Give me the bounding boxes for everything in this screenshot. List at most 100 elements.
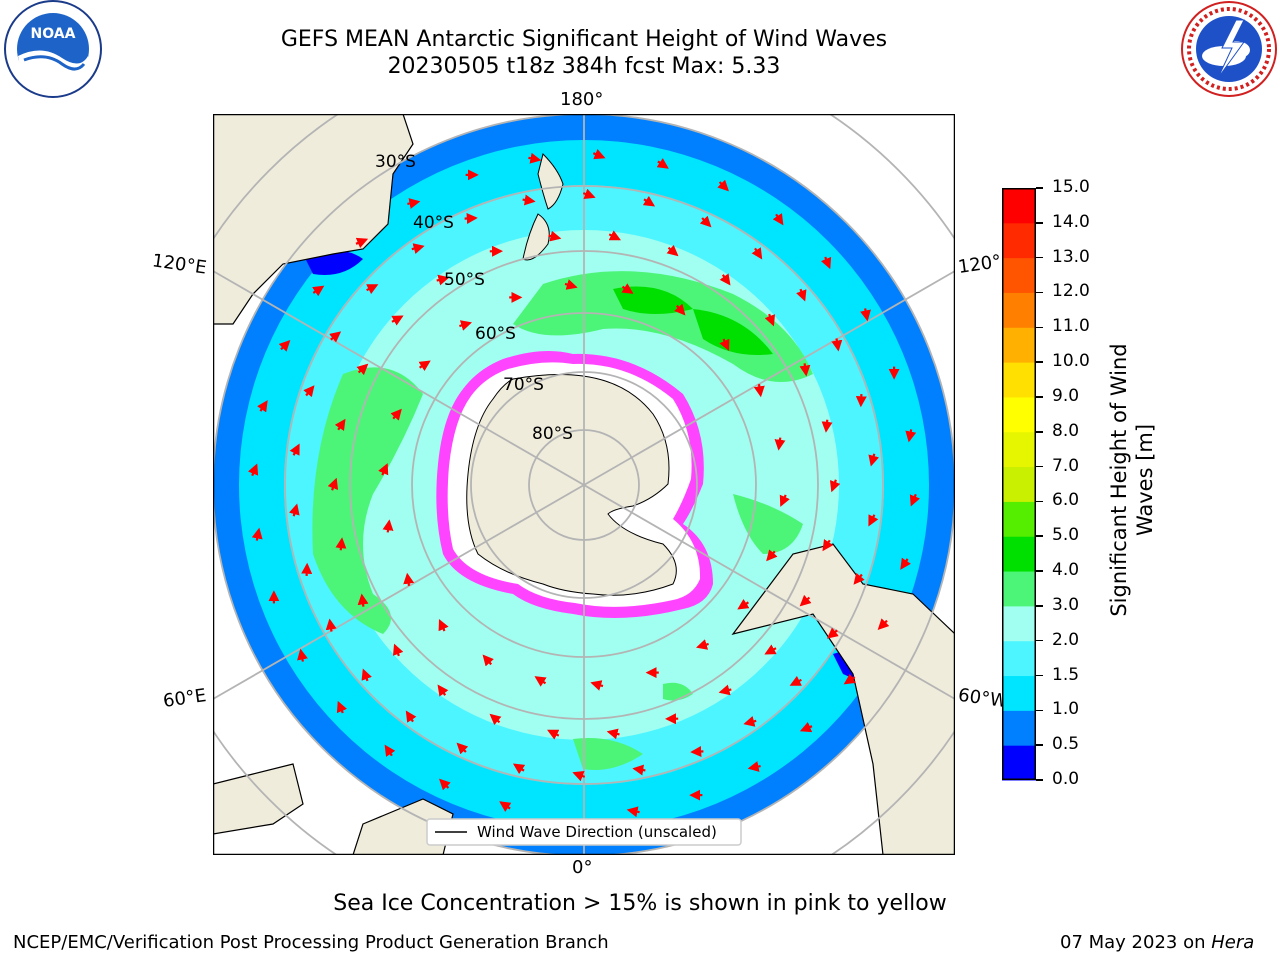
colorbar-tick-label: 4.0 — [1052, 560, 1080, 581]
wave-direction-arrow — [753, 384, 765, 398]
colorbar-tick-mark — [1036, 605, 1043, 607]
wave-direction-arrow — [366, 284, 379, 295]
colorbar-tick-label: 6.0 — [1052, 490, 1080, 511]
colorbar — [1002, 188, 1036, 781]
wave-direction-arrow — [621, 283, 634, 294]
colorbar-tick-mark — [1036, 256, 1043, 259]
colorbar-tick-label: 5.0 — [1052, 525, 1080, 546]
wave-direction-arrow — [464, 212, 478, 224]
colorbar-tick-mark — [1036, 639, 1043, 642]
wave-direction-arrow — [325, 618, 337, 632]
wave-direction-arrow — [717, 179, 729, 192]
wave-direction-arrow — [459, 320, 473, 331]
wave-direction-arrow — [666, 244, 679, 257]
colorbar-segment — [1002, 710, 1036, 746]
colorbar-tick-label: 14.0 — [1052, 211, 1090, 232]
colorbar-tick-label: 8.0 — [1052, 420, 1080, 441]
wave-direction-arrow — [251, 527, 263, 541]
wave-direction-arrow — [407, 198, 421, 209]
colorbar-tick-mark — [1036, 535, 1043, 537]
colorbar-tick-mark — [1036, 187, 1043, 189]
colorbar-segment — [1002, 188, 1036, 224]
wave-direction-arrow — [656, 158, 669, 169]
colorbar-tick-mark — [1036, 431, 1043, 433]
colorbar-segment — [1002, 362, 1036, 398]
wave-direction-arrow — [548, 230, 562, 242]
wave-direction-arrow — [289, 443, 300, 456]
wave-direction-arrow — [718, 684, 732, 696]
colorbar-segment — [1002, 257, 1036, 293]
colorbar-tick-label: 7.0 — [1052, 455, 1080, 476]
colorbar-tick-label: 0.5 — [1052, 734, 1080, 755]
wave-direction-arrow — [436, 274, 450, 286]
wave-direction-arrow — [278, 340, 291, 352]
wave-direction-arrow — [674, 303, 686, 316]
colorbar-segment — [1002, 466, 1036, 502]
wave-direction-arrow — [799, 363, 811, 377]
colorbar-tick-label: 9.0 — [1052, 385, 1080, 406]
wave-direction-arrow — [822, 539, 834, 552]
wave-direction-arrow — [499, 801, 512, 812]
colorbar-tick-mark — [1036, 396, 1043, 398]
colorbar-segment — [1002, 327, 1036, 363]
colorbar-tick-label: 1.5 — [1052, 664, 1080, 685]
wave-direction-arrow — [608, 230, 621, 241]
wave-direction-arrow — [868, 514, 879, 527]
wave-direction-arrow — [355, 237, 369, 249]
wave-direction-arrow — [719, 338, 730, 351]
wave-direction-arrow — [356, 363, 369, 376]
colorbar-tick-mark — [1036, 674, 1043, 677]
wave-direction-arrow — [329, 331, 342, 343]
wave-direction-arrow — [843, 673, 856, 685]
wave-direction-arrow — [606, 728, 620, 740]
wave-direction-arrow — [905, 429, 917, 443]
wave-direction-arrow — [853, 572, 865, 585]
colorbar-segment — [1002, 675, 1036, 711]
sea-ice-note: Sea Ice Concentration > 15% is shown in … — [333, 891, 947, 916]
wave-direction-arrow — [590, 680, 604, 691]
wave-direction-arrow — [489, 713, 502, 726]
wave-direction-arrow — [826, 627, 839, 639]
lat-label-70s: 70°S — [503, 375, 544, 395]
colorbar-segment — [1002, 396, 1036, 433]
colorbar-tick-label: 2.0 — [1052, 629, 1080, 650]
colorbar-segment — [1002, 745, 1036, 781]
colorbar-tick-label: 1.0 — [1052, 699, 1080, 720]
chart-title: GEFS MEAN Antarctic Significant Height o… — [280, 27, 888, 52]
colorbar-tick-label: 15.0 — [1052, 177, 1090, 197]
wave-direction-arrow — [335, 537, 347, 551]
wave-direction-arrow — [456, 742, 469, 755]
wave-direction-arrow — [288, 503, 300, 517]
colorbar-segment — [1002, 431, 1036, 468]
lon-label-bottom: 0° — [572, 857, 593, 878]
wave-direction-arrow — [831, 338, 843, 352]
colorbar-tick-mark — [1036, 709, 1043, 712]
wave-direction-arrow — [438, 619, 449, 632]
wave-direction-arrow — [799, 721, 813, 733]
wave-direction-arrow — [737, 598, 750, 610]
map-legend: Wind Wave Direction (unscaled) — [426, 818, 742, 846]
colorbar-tick-mark — [1036, 744, 1043, 746]
nws-logo — [1181, 1, 1277, 97]
wave-direction-arrow — [626, 806, 640, 818]
wave-direction-arrow — [297, 648, 308, 662]
wave-direction-arrow — [547, 729, 560, 740]
colorbar-label: Significant Height of Wind Waves [m] — [1102, 300, 1162, 660]
colorbar-tick-mark — [1036, 500, 1043, 503]
wave-direction-arrow — [695, 639, 709, 650]
wave-direction-arrow — [764, 644, 777, 655]
wave-direction-arrow — [855, 394, 867, 408]
wave-direction-arrow — [384, 744, 396, 757]
wind-wave-arrows — [247, 148, 921, 818]
wave-direction-arrow — [327, 477, 339, 491]
wave-direction-arrow — [312, 285, 325, 297]
wave-direction-arrow — [572, 770, 586, 782]
wave-direction-arrow — [821, 419, 833, 433]
lat-label-60s: 60°S — [475, 324, 516, 344]
colorbar-tick-label: 10.0 — [1052, 351, 1090, 372]
wave-direction-arrow — [642, 195, 656, 207]
wave-direction-arrow — [361, 668, 372, 682]
lat-label-40s: 40°S — [413, 213, 454, 233]
wave-direction-arrow — [796, 288, 807, 302]
lat-label-50s: 50°S — [444, 270, 485, 290]
